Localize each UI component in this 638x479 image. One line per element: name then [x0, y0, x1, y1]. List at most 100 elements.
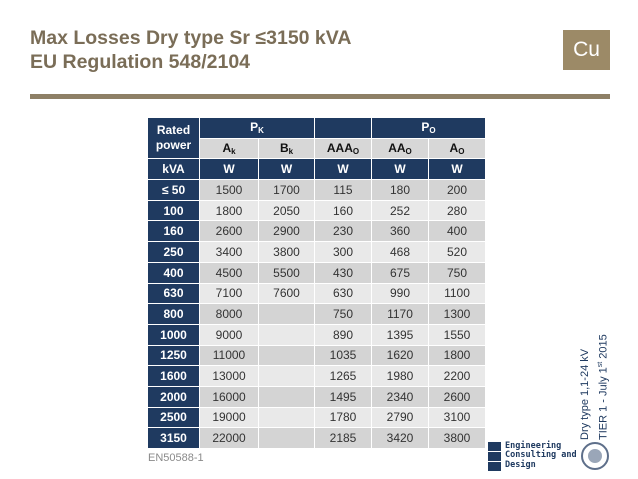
aaao-label: AAA — [326, 141, 353, 156]
title-divider — [30, 94, 610, 99]
unit-bk: W — [258, 158, 315, 181]
aaao-cell: 2185 — [314, 427, 372, 449]
ao-label: A — [449, 141, 459, 156]
bk-cell: 7600 — [258, 282, 315, 305]
pk-header: PK — [199, 117, 315, 139]
aao-cell: 3420 — [371, 427, 429, 449]
aaao-sub: O — [352, 147, 360, 157]
rated-power-cell: 160 — [147, 220, 200, 243]
aaao-cell: 1495 — [314, 385, 372, 408]
ao-cell: 520 — [428, 241, 486, 263]
ao-cell: 750 — [428, 261, 486, 284]
losses-table: Rated power PK PO Ak Bk AAAO AAO AO kVA … — [147, 116, 486, 449]
table-row: 630 7100 7600 630 990 1100 — [147, 282, 486, 305]
aao-cell: 675 — [371, 261, 429, 284]
aao-cell: 1170 — [371, 303, 429, 325]
aao-header: AAO — [371, 137, 429, 160]
bk-cell: 5500 — [258, 261, 315, 284]
bk-cell: 1700 — [258, 179, 315, 201]
table-row: ≤ 50 1500 1700 115 180 200 — [147, 179, 486, 201]
bk-label: B — [279, 141, 289, 156]
unit-ak: W — [199, 158, 259, 181]
aaao-cell: 115 — [314, 179, 372, 201]
table-row: 2500 19000 1780 2790 3100 — [147, 406, 486, 429]
ak-cell: 11000 — [199, 344, 259, 367]
bk-cell — [258, 365, 315, 387]
bk-cell: 3800 — [258, 241, 315, 263]
material-badge: Cu — [563, 30, 610, 70]
table-row: 1250 11000 1035 1620 1800 — [147, 344, 486, 367]
aao-cell: 1980 — [371, 365, 429, 387]
table-row: 3150 22000 2185 3420 3800 — [147, 427, 486, 449]
table-row: 160 2600 2900 230 360 400 — [147, 220, 486, 243]
aao-cell: 1395 — [371, 323, 429, 346]
aao-label: AA — [388, 141, 406, 156]
logo-line-3: Design — [505, 459, 536, 470]
rated-power-cell: 1250 — [147, 344, 200, 367]
logo-squares-icon — [488, 441, 501, 471]
table-row: 800 8000 750 1170 1300 — [147, 303, 486, 325]
title-line-2: EU Regulation 548/2104 — [30, 51, 251, 73]
aao-cell: 1620 — [371, 344, 429, 367]
unit-aao: W — [371, 158, 429, 181]
rated-power-cell: 800 — [147, 303, 200, 325]
rated-power-cell: 2000 — [147, 385, 200, 408]
aaao-cell: 630 — [314, 282, 372, 305]
aaao-cell: 1265 — [314, 365, 372, 387]
standard-reference: EN50588-1 — [148, 452, 204, 464]
ak-cell: 8000 — [199, 303, 259, 325]
logo-line-2: Consulting and — [505, 450, 577, 461]
ao-cell: 280 — [428, 199, 486, 222]
aaao-cell: 230 — [314, 220, 372, 243]
aao-cell: 180 — [371, 179, 429, 201]
unit-power: kVA — [147, 158, 200, 181]
ao-cell: 3100 — [428, 406, 486, 429]
bk-cell — [258, 427, 315, 449]
side-line2-year: 2015 — [597, 334, 610, 362]
bk-cell — [258, 406, 315, 429]
logo-text: Engineering Consulting and Design — [505, 440, 577, 471]
aaao-spacer — [314, 117, 372, 139]
ak-sub: k — [231, 147, 236, 157]
ao-cell: 400 — [428, 220, 486, 243]
aao-cell: 2790 — [371, 406, 429, 429]
logo-line-1: Engineering — [505, 440, 562, 451]
bk-cell: 2900 — [258, 220, 315, 243]
ao-cell: 3800 — [428, 427, 486, 449]
rated-power-cell: 250 — [147, 241, 200, 263]
aaao-cell: 430 — [314, 261, 372, 284]
po-header: PO — [371, 117, 486, 139]
rated-power-cell: 1000 — [147, 323, 200, 346]
ak-cell: 13000 — [199, 365, 259, 387]
ao-sub: O — [458, 147, 465, 157]
ao-cell: 1100 — [428, 282, 486, 305]
side-caption: Dry type 1,1-24 kV TIER 1 - July 1st 201… — [578, 300, 614, 440]
aao-cell: 990 — [371, 282, 429, 305]
po-label: P — [421, 120, 430, 135]
aao-cell: 2340 — [371, 385, 429, 408]
ak-cell: 7100 — [199, 282, 259, 305]
ao-cell: 2600 — [428, 385, 486, 408]
rated-power-cell: 1600 — [147, 365, 200, 387]
rated-power-cell: 3150 — [147, 427, 200, 449]
unit-aaao: W — [314, 158, 372, 181]
bk-cell — [258, 385, 315, 408]
ak-header: Ak — [199, 137, 259, 160]
bk-cell — [258, 323, 315, 346]
ak-cell: 1500 — [199, 179, 259, 201]
ak-cell: 19000 — [199, 406, 259, 429]
pk-label: P — [250, 120, 259, 135]
rated-power-cell: 400 — [147, 261, 200, 284]
ao-cell: 1800 — [428, 344, 486, 367]
ak-cell: 22000 — [199, 427, 259, 449]
bk-cell — [258, 344, 315, 367]
table-row: 1600 13000 1265 1980 2200 — [147, 365, 486, 387]
aaao-cell: 890 — [314, 323, 372, 346]
side-line2-sup: st — [597, 361, 604, 368]
company-logo: Engineering Consulting and Design — [488, 440, 610, 472]
side-line2-text: TIER 1 - July 1 — [597, 367, 610, 440]
ao-cell: 2200 — [428, 365, 486, 387]
aaao-cell: 1035 — [314, 344, 372, 367]
bk-header: Bk — [258, 137, 315, 160]
university-seal-icon — [580, 442, 609, 470]
